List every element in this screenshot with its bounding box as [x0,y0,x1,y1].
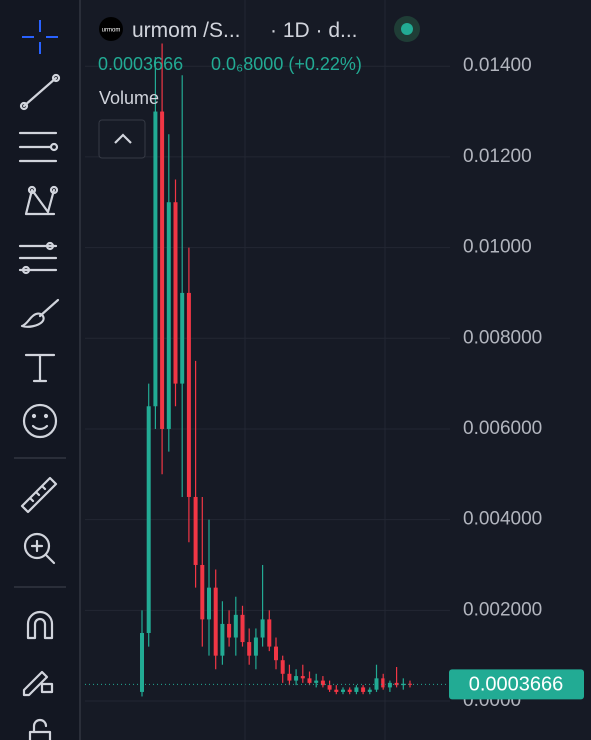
candle-body [240,614,245,643]
change: 0.0₆8000 (+0.22%) [211,54,362,74]
y-tick-label: 0.01400 [463,55,532,76]
candle-body [327,685,332,690]
price-axis: 0.01400 0.01200 0.01000 0.008000 0.006000 0.0… [449,55,584,711]
candle-body [307,678,312,683]
candle-body [394,682,399,686]
candle-body [314,680,319,683]
candle-body [153,111,158,407]
candle-body [267,619,272,647]
magnet-tool[interactable] [26,610,54,640]
candle-body [146,406,151,633]
y-tick-label: 0.008000 [463,327,542,348]
y-tick-label: 0.002000 [463,599,542,620]
pattern-tool[interactable] [24,185,59,216]
fib-tool[interactable] [18,131,59,163]
candle-body [280,660,285,674]
candle-body [361,687,366,692]
candle-body [260,619,265,638]
lock-tool[interactable] [28,718,52,740]
candle-body [334,689,339,692]
symbol-logo [99,17,123,41]
prediction-tool[interactable] [18,241,58,275]
zoom-tool[interactable] [23,532,56,565]
candle-body [207,587,211,620]
trendline-tool[interactable] [19,73,61,111]
candle-body [140,632,144,692]
candle-body [213,587,218,656]
y-tick-label: 0.01000 [463,237,532,258]
text-tool[interactable] [24,353,56,383]
candle-body [227,623,232,638]
collapse-button[interactable] [98,119,146,159]
candle-body [173,202,178,384]
candle-body [253,637,258,656]
candle-body [180,292,185,384]
toolbar-icons [14,20,66,740]
y-tick-label: 0.01200 [463,146,532,167]
last-price-tag [449,669,584,700]
ruler-tool[interactable] [20,476,58,514]
y-tick-label: 0.004000 [463,509,542,530]
price: 0.0003666 [98,54,183,74]
candle-body [354,687,359,692]
collapse-icon [114,133,132,144]
plot-area [85,43,450,702]
candle-body [233,614,238,638]
status-dot [401,23,413,35]
candle-body [347,689,352,692]
indicator-label[interactable]: Volume [99,88,159,108]
candle-body [367,689,372,692]
emoji-tool[interactable] [22,403,58,439]
candle-body [381,678,386,688]
y-tick-label: 0.006000 [463,418,542,439]
header: urmom urmom /S... · 1D · d... 0.0003666 … [98,16,420,159]
symbol[interactable]: urmom /S... [132,19,241,42]
candle-body [401,683,406,686]
brush-tool[interactable] [20,298,60,328]
candle-body [166,202,171,429]
candle-body [300,676,305,679]
interval[interactable]: · 1D · d... [270,19,358,42]
lock-draw-tool[interactable] [22,670,54,697]
candle-body [287,673,292,681]
logo-text: urmom [102,28,121,34]
candle-body [193,496,198,565]
last-price-label: 0.0003666 [469,674,564,696]
candle-body [374,678,379,690]
candle-body [220,623,225,656]
candle-body [274,646,278,661]
candle-body [341,689,345,692]
crosshair-tool[interactable] [22,20,58,54]
candle-body [200,564,205,620]
candle-body [294,676,299,681]
candle-body [160,111,165,429]
candle-body [247,642,252,656]
candle-body [387,682,392,688]
candle-body [186,292,191,497]
candle-body [320,680,325,686]
